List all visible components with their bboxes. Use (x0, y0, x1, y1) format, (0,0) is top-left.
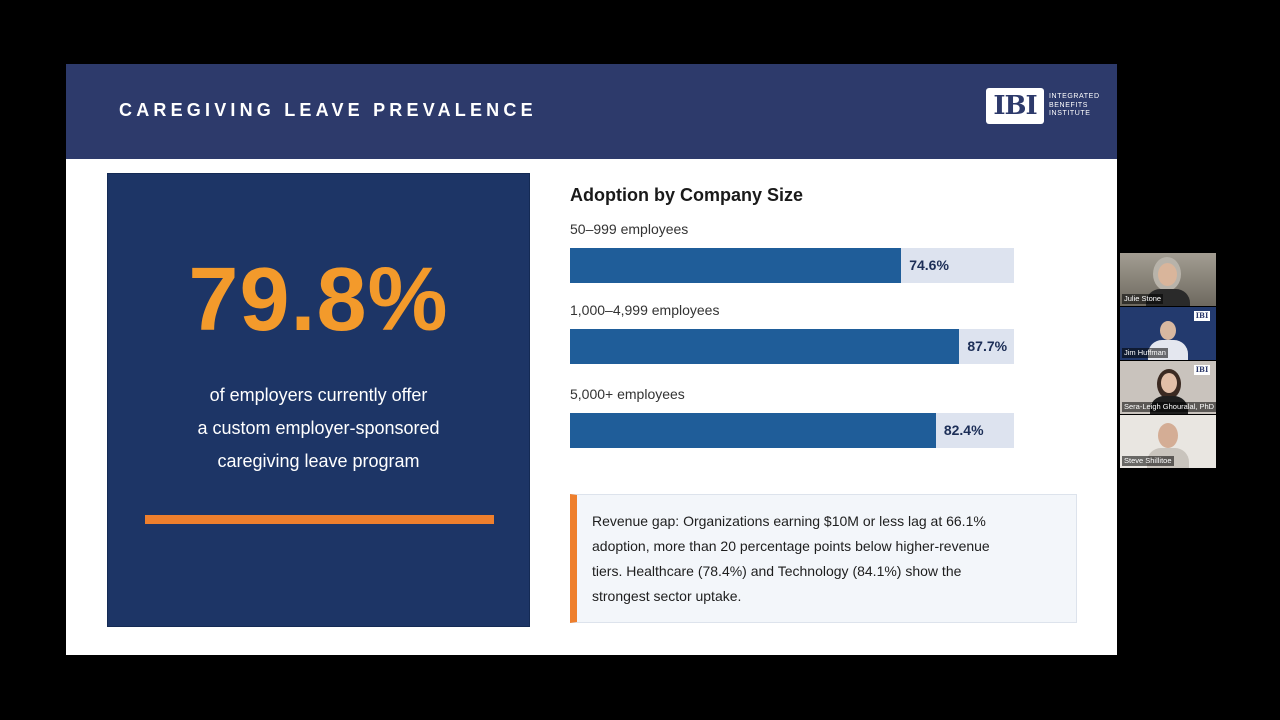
bar-track: 87.7% (570, 329, 1014, 364)
participant-logo: IBI (1194, 365, 1210, 375)
bar-row: 5,000+ employees 82.4% (570, 384, 1014, 448)
participant-tile[interactable]: Julie Stone (1120, 253, 1216, 306)
callout-line: Revenue gap: Organizations earning $10M … (592, 513, 986, 529)
face-shape (1161, 373, 1177, 393)
slide-header: CAREGIVING LEAVE PREVALENCE IBI INTEGRAT… (66, 64, 1117, 159)
headline-stat-value: 79.8% (188, 250, 449, 350)
participant-tile[interactable]: Steve Shillitoe (1120, 415, 1216, 468)
bar-category-label: 5,000+ employees (570, 386, 685, 402)
participant-tile[interactable]: IBI Sera-Leigh Ghouralal, PhD (1120, 361, 1216, 414)
participant-tile[interactable]: IBI Jim Huffman (1120, 307, 1216, 360)
participant-name: Sera-Leigh Ghouralal, PhD (1122, 402, 1216, 412)
presentation-slide: CAREGIVING LEAVE PREVALENCE IBI INTEGRAT… (66, 64, 1117, 655)
bar-row: 50–999 employees 74.6% (570, 219, 1014, 283)
bar-row: 1,000–4,999 employees 87.7% (570, 300, 1014, 364)
headline-stat-card: 79.8% of employers currently offer a cus… (107, 173, 530, 627)
face-shape (1158, 263, 1177, 286)
bar-value-label: 74.6% (909, 257, 949, 273)
bar-fill (570, 248, 902, 283)
description-line: a custom employer-sponsored (197, 418, 440, 438)
revenue-gap-callout: Revenue gap: Organizations earning $10M … (570, 494, 1077, 623)
logo-line: BENEFITS (1049, 101, 1089, 109)
participant-name: Steve Shillitoe (1122, 456, 1174, 466)
ibi-logo: IBI INTEGRATED BENEFITS INSTITUTE (986, 88, 1100, 124)
participant-logo: IBI (1194, 311, 1210, 321)
bar-track: 82.4% (570, 413, 1014, 448)
description-line: of employers currently offer (209, 385, 428, 405)
bar-category-label: 50–999 employees (570, 221, 689, 237)
callout-line: strongest sector uptake. (592, 588, 742, 604)
participant-name: Jim Huffman (1122, 348, 1168, 358)
participant-name: Julie Stone (1122, 294, 1164, 304)
bar-fill (570, 329, 960, 364)
face-shape (1158, 423, 1178, 448)
slide-title: CAREGIVING LEAVE PREVALENCE (119, 100, 537, 120)
bar-value-label: 82.4% (943, 422, 984, 438)
callout-line: tiers. Healthcare (78.4%) and Technology… (592, 563, 962, 579)
callout-line: adoption, more than 20 percentage points… (592, 538, 990, 554)
bar-fill (570, 413, 936, 448)
chart-title: Adoption by Company Size (570, 185, 804, 205)
accent-rule (145, 515, 494, 524)
logo-line: INTEGRATED (1049, 93, 1100, 101)
ibi-logo-text: INTEGRATED BENEFITS INSTITUTE (1049, 93, 1100, 119)
bar-value-label: 87.7% (967, 338, 1008, 354)
headline-stat-description: of employers currently offer a custom em… (108, 379, 529, 478)
bar-track: 74.6% (570, 248, 1014, 283)
logo-line: INSTITUTE (1049, 110, 1091, 118)
description-line: caregiving leave program (217, 451, 420, 471)
bar-category-label: 1,000–4,999 employees (570, 302, 720, 318)
participant-video-strip: Julie Stone IBI Jim Huffman IBI Sera-Lei… (1120, 253, 1216, 469)
ibi-logo-mark: IBI (986, 88, 1044, 124)
face-shape (1160, 321, 1176, 340)
